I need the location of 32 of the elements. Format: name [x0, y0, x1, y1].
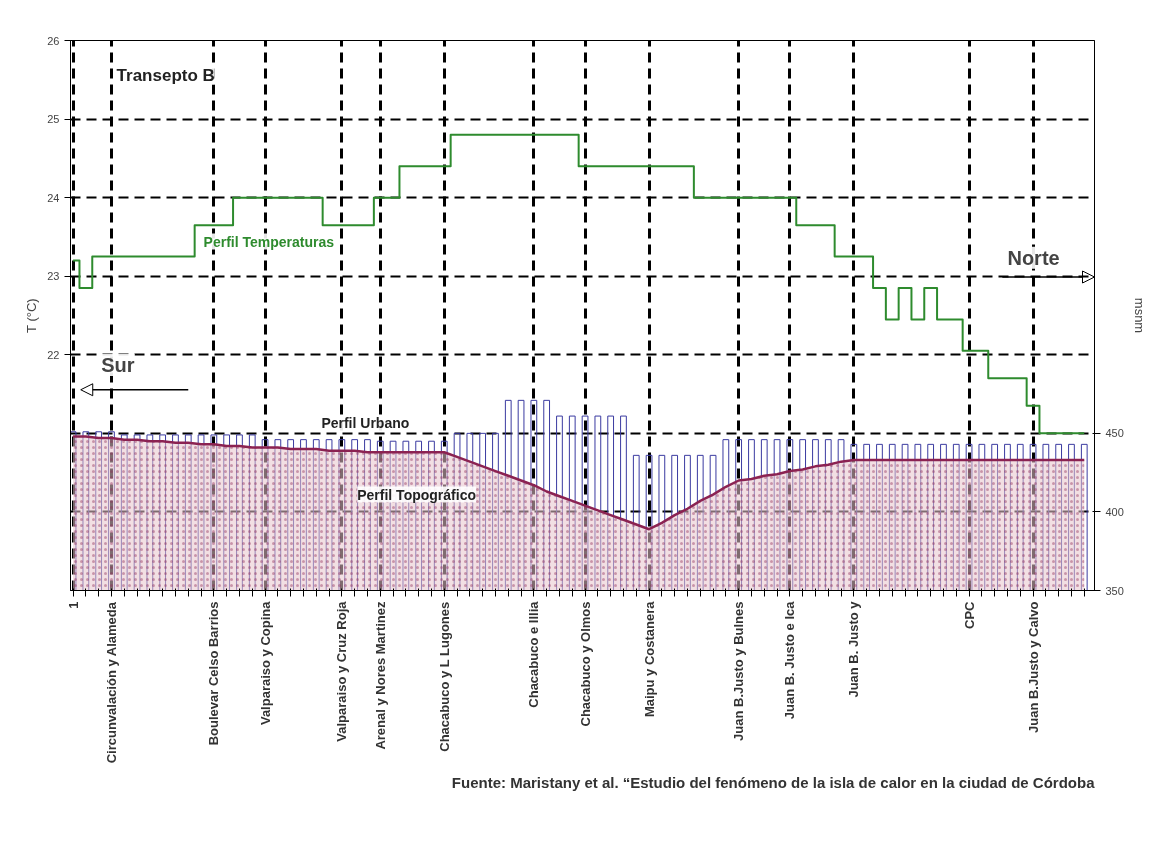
x-tick-label: Juan B.Justo y Bulnes — [731, 601, 747, 741]
y2-tick-label: 400 — [1105, 505, 1124, 518]
y2-tick-label: 350 — [1105, 584, 1124, 597]
x-tick-label: Boulevar Celso Barrios — [206, 601, 222, 746]
x-tick-label: Chacabuco e Illia — [526, 600, 542, 708]
x-tick-label: Arenal y Nores Martinez — [372, 601, 388, 750]
x-tick-label: Circunvalación y Alameda — [103, 601, 119, 764]
x-tick-label: Juan B. Justo e Ica — [782, 600, 798, 720]
x-tick-label: 1 — [65, 601, 81, 609]
series-label: Perfil Urbano — [321, 415, 410, 431]
x-tick-label: Chacabuco y Olmos — [577, 601, 593, 727]
source-note: Fuente: Maristany et al. “Estudio del fenómeno de la isla de calor en la ciudad de Córdoba — [451, 773, 1096, 791]
x-tick-label: Juan B. Justo y — [846, 600, 862, 698]
y2-tick-label: 450 — [1105, 427, 1124, 440]
y2-axis-title: msnm — [1131, 297, 1147, 334]
y-axis-title: T (°C) — [24, 298, 40, 333]
text: Transepto B — [116, 65, 215, 85]
y-tick-label: 23 — [47, 270, 60, 283]
x-tick-label: Chacabuco y L Lugones — [436, 601, 452, 752]
x-tick-label: CPC — [961, 600, 977, 629]
annotation: Norte — [1007, 246, 1060, 269]
y-tick-label: 26 — [47, 34, 60, 47]
x-tick-label: Valparaiso y Copina — [257, 600, 273, 726]
series-label: Perfil Topográfico — [357, 486, 476, 503]
y-tick-label: 24 — [47, 191, 60, 204]
annotation: Sur — [101, 354, 135, 376]
series-label: Perfil Temperaturas — [203, 233, 335, 250]
x-tick-label: Maipu y Costanera — [641, 600, 657, 718]
x-tick-label: Valparaiso y Cruz Roja — [334, 600, 350, 742]
x-tick-label: Juan B.Justo y Calvo — [1025, 601, 1041, 733]
y-tick-label: 25 — [47, 113, 60, 126]
y-tick-label: 22 — [47, 348, 60, 361]
